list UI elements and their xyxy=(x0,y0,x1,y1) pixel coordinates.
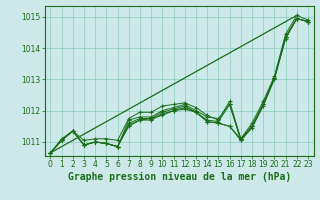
X-axis label: Graphe pression niveau de la mer (hPa): Graphe pression niveau de la mer (hPa) xyxy=(68,172,291,182)
